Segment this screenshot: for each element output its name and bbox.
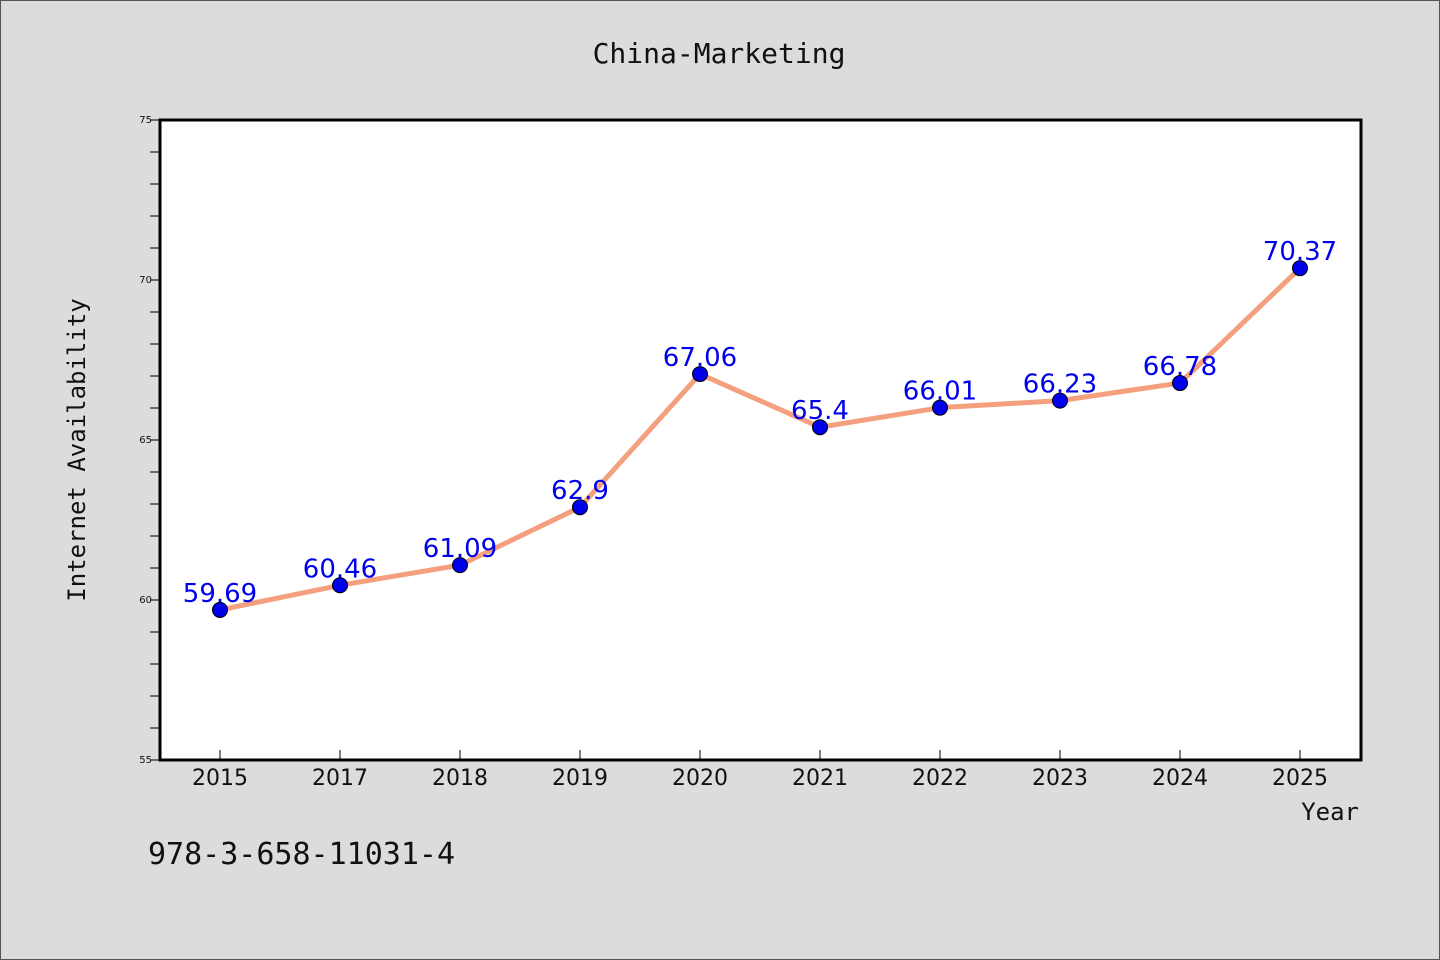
x-tick-label: 2021 [792,766,848,791]
data-label: 59.69 [183,579,257,609]
data-label: 65.4 [791,396,849,426]
y-tick-label: 60 [139,595,152,606]
isbn-label: 978-3-658-11031-4 [148,837,455,872]
x-tick-label: 2020 [672,766,728,791]
x-tick-label: 2019 [552,766,608,791]
data-point [812,419,828,436]
plot-area [158,118,1363,762]
series-line [217,265,1303,613]
x-tick-label: 2025 [1272,766,1328,791]
chart-title: China-Marketing [593,37,846,70]
x-axis-label: Year [1301,798,1359,826]
data-point [1292,260,1308,277]
x-tick-label: 2017 [312,766,368,791]
data-point [572,499,588,516]
y-tick-label: 65 [139,435,152,446]
x-axis: 2015 2017 2018 2019 2020 2021 2022 2023 2024 2025 [192,750,1328,791]
x-tick-label: 2018 [432,766,488,791]
data-point [452,557,468,574]
data-point [932,399,948,416]
data-point [212,601,228,618]
data-label: 60.46 [303,554,377,584]
y-tick-label: 55 [139,755,152,766]
data-label: 66.78 [1143,352,1217,382]
data-point [1172,375,1188,392]
x-tick-label: 2015 [192,766,248,791]
y-axis-label: Internet Availability [63,298,91,601]
y-tick-label: 75 [139,115,152,126]
series-group: 59.69 60.46 61.09 62.9 67.06 65.4 66.01 66.23 66… [183,237,1337,618]
data-point [692,366,708,383]
data-label: 70.37 [1263,237,1337,267]
data-label: 67.06 [663,343,737,373]
data-label: 66.23 [1023,370,1097,400]
y-tick-label: 70 [139,275,152,286]
y-axis: 55 60 65 70 75 [139,115,160,766]
data-label: 61.09 [423,534,497,564]
data-label: 62.9 [551,476,609,506]
data-point [332,577,348,594]
x-tick-label: 2024 [1152,766,1208,791]
x-tick-label: 2023 [1032,766,1088,791]
data-point [1052,392,1068,409]
data-label: 66.01 [903,377,977,407]
x-tick-label: 2022 [912,766,968,791]
